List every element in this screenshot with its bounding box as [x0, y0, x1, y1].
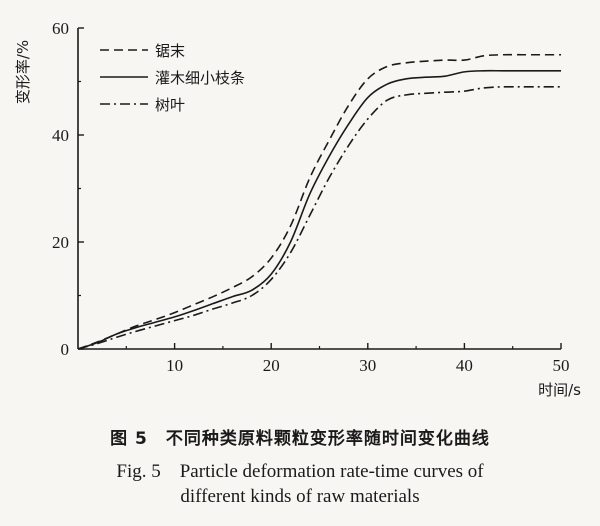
axes: 10 20 30 40 50 0 20 40 60 变形率/% 时间/s: [14, 19, 581, 399]
x-axis-label: 时间/s: [538, 381, 581, 399]
x-tick-label: 30: [359, 356, 376, 375]
caption-chinese: 图 5 不同种类原料颗粒变形率随时间变化曲线: [110, 429, 490, 449]
y-tick-label: 20: [52, 233, 69, 252]
series-line-2: [77, 69, 561, 350]
caption-english-line1: Fig. 5 Particle deformation rate-time cu…: [116, 461, 484, 482]
x-tick-label: 10: [166, 356, 183, 375]
x-tick-label: 20: [263, 356, 280, 375]
y-tick-label: 40: [52, 126, 69, 145]
y-tick-label: 0: [61, 340, 70, 359]
legend-label: 锯末: [155, 42, 185, 60]
y-axis-label: 变形率/%: [14, 40, 32, 104]
legend-label: 树叶: [155, 96, 185, 114]
y-tick-label: 60: [52, 19, 69, 38]
caption-english-line2: different kinds of raw materials: [180, 486, 420, 507]
series-line-1: [77, 53, 561, 350]
legend-label: 灌木细小枝条: [155, 69, 245, 87]
series-layer: [77, 53, 561, 350]
x-tick-label: 50: [553, 356, 570, 375]
series-line-3: [77, 85, 561, 350]
x-tick-label: 40: [456, 356, 473, 375]
